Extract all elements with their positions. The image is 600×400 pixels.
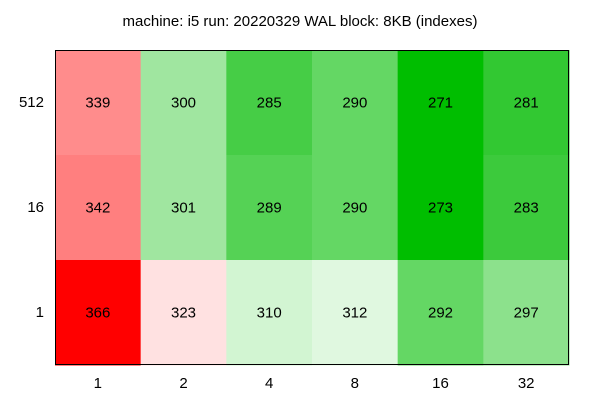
heatmap-cell-512-16 [397, 50, 484, 156]
y-tick-label: 512 [18, 93, 44, 111]
x-tick-label: 2 [179, 375, 188, 392]
cell-value-label: 297 [514, 305, 539, 322]
heatmap-cell-1-4 [226, 260, 313, 366]
heatmap-cell-16-16 [397, 155, 484, 261]
cell-value-label: 283 [514, 200, 539, 217]
chart-title: machine: i5 run: 20220329 WAL block: 8KB… [122, 13, 478, 30]
heatmap-cell-1-2 [140, 260, 227, 366]
x-tick-label: 1 [93, 375, 102, 392]
x-tick-label: 4 [264, 375, 274, 392]
cell-value-label: 285 [257, 95, 282, 112]
heatmap-cell-16-4 [226, 155, 313, 261]
heatmap-cell-512-8 [312, 50, 399, 156]
heatmap-cell-1-16 [397, 260, 484, 366]
cell-value-label: 290 [342, 200, 367, 217]
cell-value-label: 281 [514, 95, 539, 112]
heatmap-svg: 339 300 285 290 271 281 342 301 289 290 273 283 366 3… [55, 50, 570, 366]
y-tick-label: 1 [35, 303, 44, 321]
cell-value-label: 301 [171, 200, 196, 217]
x-tick-label: 8 [350, 375, 359, 392]
cell-value-label: 323 [171, 305, 196, 322]
cell-value-label: 366 [85, 305, 110, 322]
cell-value-label: 292 [428, 305, 453, 322]
heatmap-cell-16-1 [55, 155, 142, 261]
x-tick-label: 16 [432, 375, 449, 392]
heatmap-cell-16-32 [483, 155, 570, 261]
heatmap-plot-area: 339 300 285 290 271 281 342 301 289 290 273 283 366 3… [55, 50, 570, 366]
cell-value-label: 290 [342, 95, 367, 112]
heatmap-cell-16-8 [312, 155, 399, 261]
heatmap-cell-512-2 [140, 50, 227, 156]
cell-value-label: 342 [85, 200, 110, 217]
cell-value-label: 339 [85, 95, 110, 112]
cell-value-label: 289 [257, 200, 282, 217]
x-tick-label: 32 [517, 375, 535, 392]
cell-value-label: 312 [342, 305, 367, 322]
heatmap-cell-512-1 [55, 50, 142, 156]
cell-value-label: 310 [257, 305, 282, 322]
heatmap-cell-512-32 [483, 50, 570, 156]
heatmap-cell-1-32 [483, 260, 570, 366]
cell-value-label: 273 [428, 200, 453, 217]
cell-value-label: 300 [171, 95, 196, 112]
heatmap-cell-1-8 [312, 260, 399, 366]
cell-value-label: 271 [428, 95, 453, 112]
y-tick-label: 16 [27, 198, 44, 216]
heatmap-cell-1-1 [55, 260, 142, 366]
heatmap-cell-16-2 [140, 155, 227, 261]
heatmap-cell-512-4 [226, 50, 313, 156]
